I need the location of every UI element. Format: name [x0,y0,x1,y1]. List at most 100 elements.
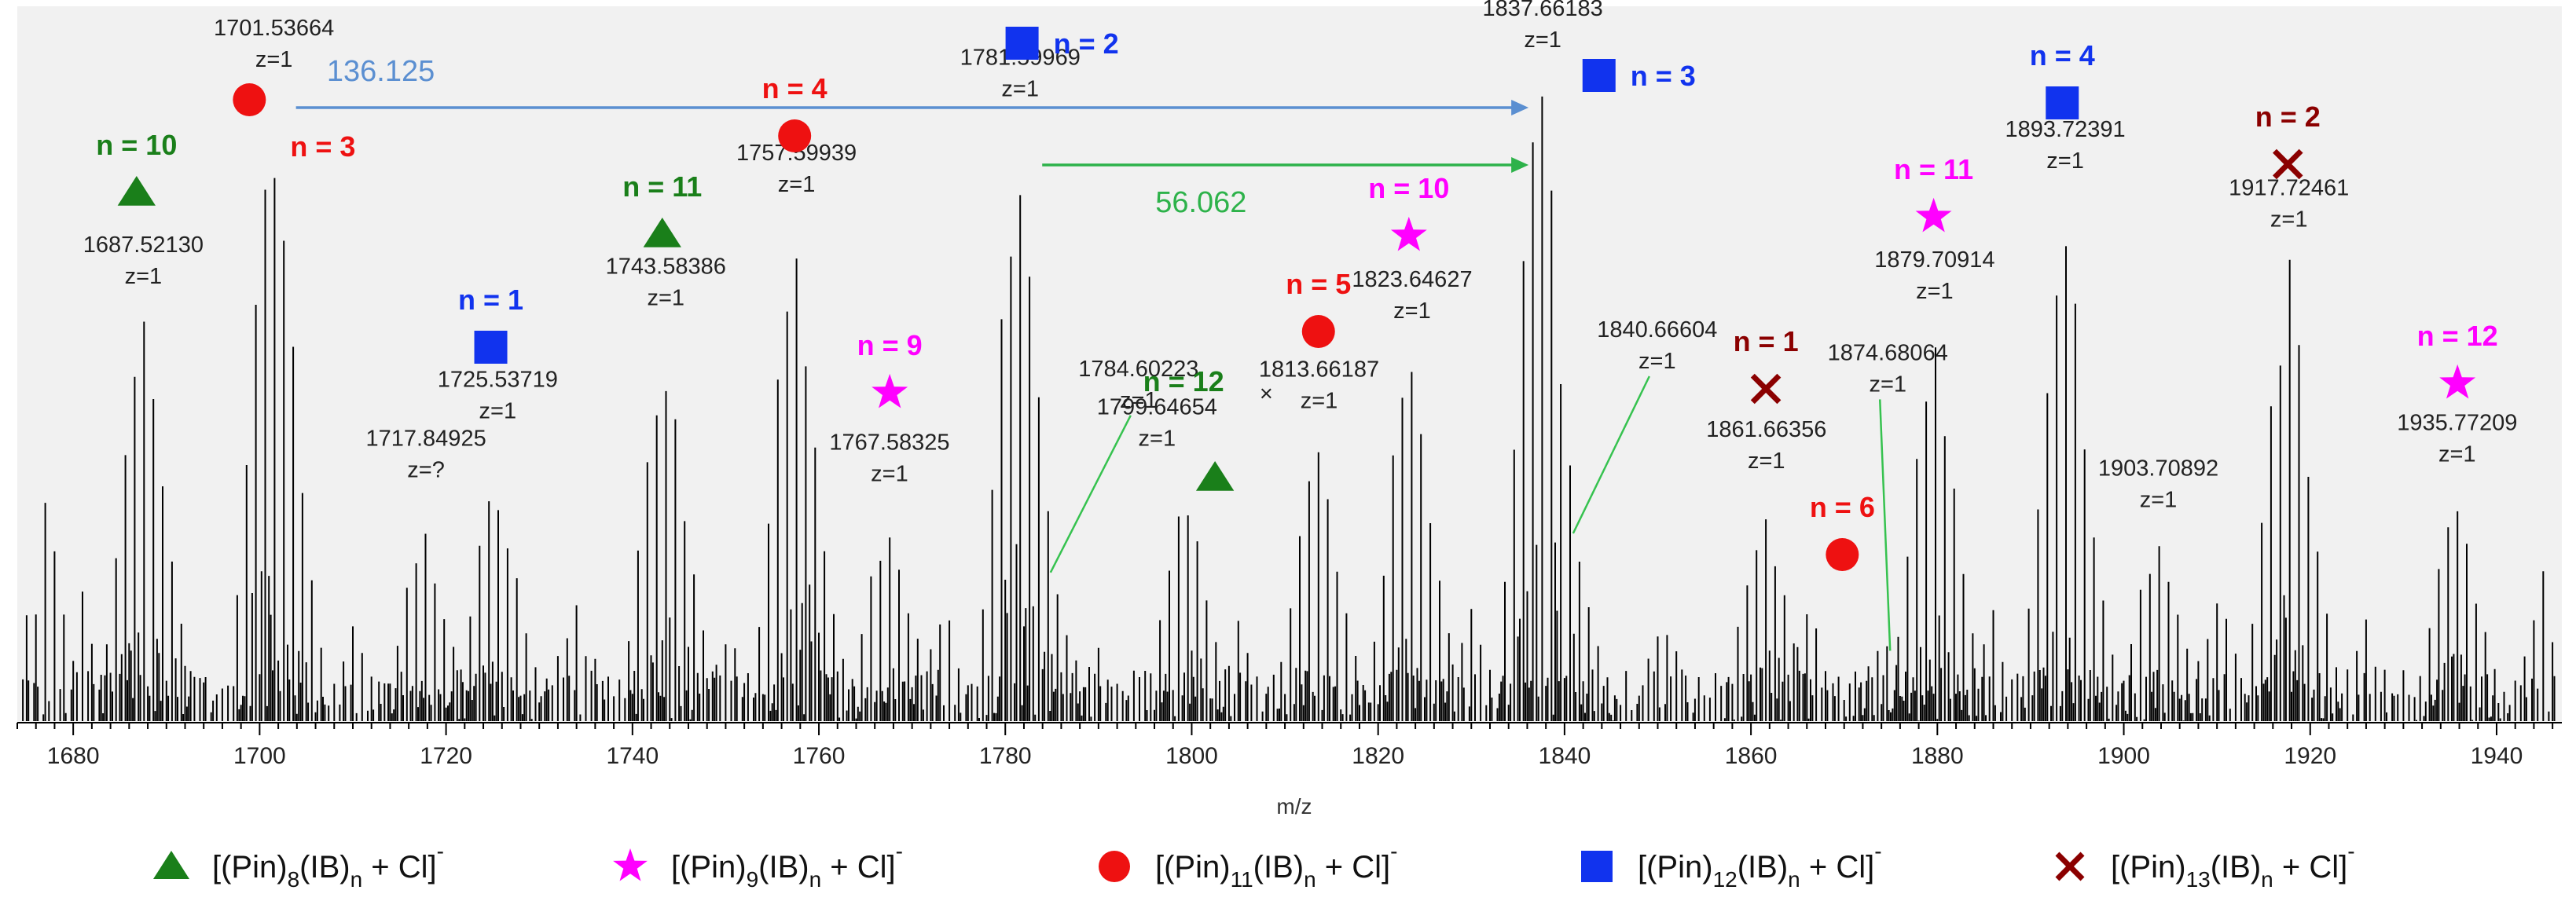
x-tick-label: 1700 [233,743,286,769]
leader-line [1878,399,1892,651]
series-n-label: n = 4 [762,72,827,104]
series-n-label: n = 2 [1054,27,1119,60]
legend-marker-triangle [153,851,189,879]
series-marker-star [1390,216,1427,251]
series-n-label: n = 6 [1810,491,1875,523]
x-tick-label: 1740 [606,743,659,769]
mass-diff-arrow-head [1511,100,1529,115]
legend-item: [(Pin)12(IB)n + Cl]- [1581,839,1882,892]
legend-item: [(Pin)9(IB)n + Cl]- [613,839,903,892]
series-n-label: n = 12 [1143,365,1224,397]
series-marker-square [1005,27,1039,60]
legend-label: [(Pin)12(IB)n + Cl]- [1638,839,1882,892]
peak-charge-label: z=? [407,457,445,482]
legend-label: [(Pin)13(IB)n + Cl]- [2111,839,2355,892]
peak-annotations: 1687.52130z=11701.53664z=11717.84925z=?1… [83,0,2517,651]
peak-charge-label: z=1 [647,285,684,310]
peak-charge-label: z=1 [1139,427,1176,452]
spectrum-trace [22,96,2556,721]
peak-charge-label: z=1 [1748,449,1785,474]
peak-charge-label: z=1 [1869,372,1906,397]
series-marker-circle [233,83,266,116]
series-n-label: n = 10 [1368,172,1449,204]
x-tick-label: 1840 [1539,743,1591,769]
peak-mz-label: 1725.53719 [438,368,558,393]
x-tick-label: 1920 [2284,743,2336,769]
peak-charge-label: z=1 [2046,148,2084,174]
series-marker-x [2273,148,2303,180]
peak-mz-label: 1767.58325 [829,430,949,455]
legend-label: [(Pin)11(IB)n + Cl]- [1155,839,1397,892]
peak-charge-label: z=1 [125,264,163,289]
series-n-label: n = 3 [1631,60,1696,92]
peak-mz-label: 1743.58386 [606,254,726,279]
peak-charge-label: z=1 [479,399,517,424]
leader-line [1049,415,1132,573]
legend-marker-x [2055,852,2085,881]
peak-charge-label: z=1 [1393,299,1431,324]
series-marker-square [1582,59,1616,92]
legend-marker-square [1581,851,1613,882]
peak-charge-label: z=1 [1001,77,1039,102]
peak-mz-label: 1784.60223 [1078,357,1198,382]
series-marker-square [2046,86,2079,119]
peak-charge-label: z=1 [778,172,816,197]
x-tick-label: 1880 [1911,743,1964,769]
series-n-label: n = 1 [1734,325,1799,357]
mass-difference-arrows: 136.125 56.062 [295,55,1529,219]
series-n-label: n = 5 [1286,268,1351,300]
legend-item: [(Pin)13(IB)n + Cl]- [2055,839,2355,892]
series-marker-x [1750,373,1782,405]
peak-charge-label: z=1 [255,47,293,72]
peak-mz-label: 1717.84925 [365,426,486,451]
x-tick-label: 1800 [1165,743,1218,769]
series-marker-star [2439,364,2476,399]
peak-charge-label: z=1 [1301,388,1338,413]
leader-line [1572,375,1650,534]
series-marker-circle [1301,315,1335,348]
mass-diff-arrow-head [1511,157,1529,173]
legend-marker-star [613,848,648,881]
plot-background [17,6,2562,723]
peak-mz-label: 1799.64654 [1097,395,1217,420]
peak-charge-label: z=1 [1120,388,1158,413]
mass-diff-label: 56.062 [1155,186,1246,219]
x-tick-label: 1860 [1725,743,1778,769]
series-n-label: n = 10 [96,129,177,161]
peak-mz-label: 1861.66356 [1706,417,1826,442]
x-tick-label: 1720 [420,743,472,769]
series-marker-star [1915,197,1952,233]
peak-mz-label: 1917.72461 [2229,176,2349,201]
x-tick-label: 1760 [793,743,846,769]
stray-mark: × [1260,382,1273,407]
legend-marker-circle [1099,851,1130,882]
series-marker-x-stroke [2273,148,2303,180]
series-markers: n = 10 n = 11 n = 12 n = 9 n = 10 n = 11 n = 1… [96,27,2498,571]
legend-item: [(Pin)8(IB)n + Cl]- [153,839,444,892]
peak-mz-label: 1837.66183 [1483,0,1603,21]
series-n-label: n = 3 [290,130,355,163]
peak-charge-label: z=1 [1638,349,1676,374]
peak-charge-label: z=1 [1524,27,1561,53]
series-marker-triangle [117,176,156,206]
x-axis-title: m/z [1276,794,1312,819]
series-marker-square [474,331,508,364]
peak-mz-label: 1879.70914 [1874,247,1994,273]
series-marker-triangle [643,218,681,247]
legend-marker-x-stroke [2055,852,2085,881]
series-n-label: n = 12 [2417,320,2498,352]
peak-mz-label: 1935.77209 [2397,411,2517,436]
spectrum-sticks [22,96,2556,721]
series-n-label: n = 1 [458,284,523,316]
peak-mz-label: 1823.64627 [1352,267,1472,292]
series-marker-circle [778,119,812,152]
mass-diff-label: 136.125 [327,55,435,88]
series-n-label: n = 4 [2030,39,2095,71]
series-marker-x-stroke [1750,373,1782,405]
x-axis: 1680 1700 1720 1740 1760 1780 1800 1820 1840 1860… [17,722,2562,819]
series-n-label: n = 11 [622,170,702,203]
peak-charge-label: z=1 [2140,488,2178,513]
peak-mz-label: 1874.68064 [1828,340,1948,365]
legend: [(Pin)8(IB)n + Cl]- [(Pin)9(IB)n + Cl]- [(… [153,839,2355,892]
peak-mz-label: 1840.66604 [1597,317,1717,342]
